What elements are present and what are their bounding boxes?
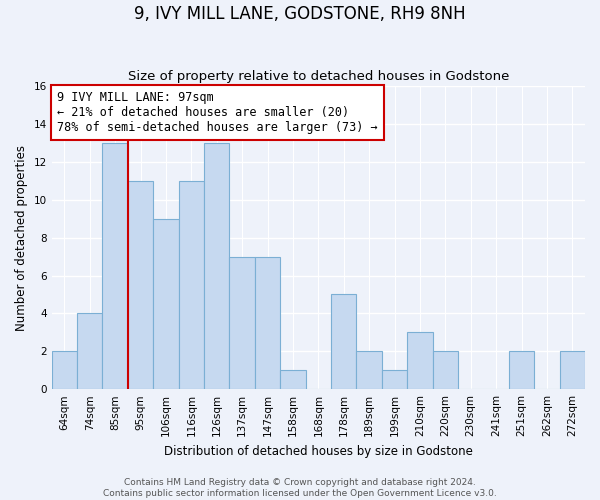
Bar [331,294,356,389]
Bar [407,332,433,389]
Text: 9 IVY MILL LANE: 97sqm
← 21% of detached houses are smaller (20)
78% of semi-det: 9 IVY MILL LANE: 97sqm ← 21% of detached… [57,90,377,134]
Bar [204,143,229,389]
Bar [128,181,153,389]
Y-axis label: Number of detached properties: Number of detached properties [15,144,28,330]
Bar [255,256,280,389]
Bar [560,352,585,389]
Bar [77,314,103,389]
Title: Size of property relative to detached houses in Godstone: Size of property relative to detached ho… [128,70,509,84]
Bar [52,352,77,389]
Bar [153,218,179,389]
Bar [179,181,204,389]
Bar [280,370,305,389]
Bar [509,352,534,389]
Text: 9, IVY MILL LANE, GODSTONE, RH9 8NH: 9, IVY MILL LANE, GODSTONE, RH9 8NH [134,5,466,23]
Text: Contains HM Land Registry data © Crown copyright and database right 2024.
Contai: Contains HM Land Registry data © Crown c… [103,478,497,498]
Bar [382,370,407,389]
X-axis label: Distribution of detached houses by size in Godstone: Distribution of detached houses by size … [164,444,473,458]
Bar [433,352,458,389]
Bar [229,256,255,389]
Bar [103,143,128,389]
Bar [356,352,382,389]
